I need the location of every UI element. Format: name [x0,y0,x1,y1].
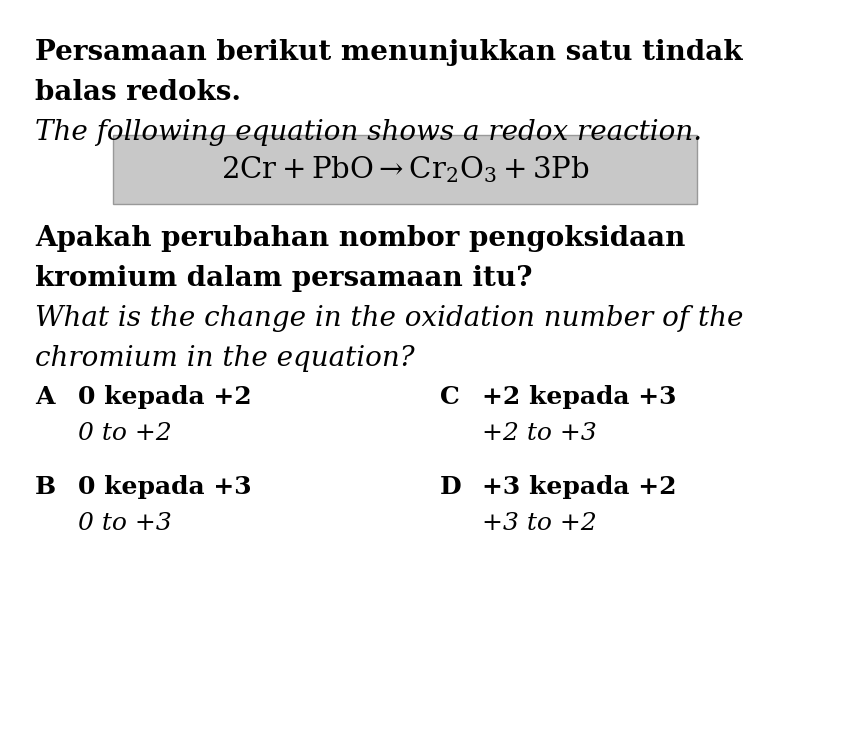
Text: balas redoks.: balas redoks. [35,79,241,106]
Text: Apakah perubahan nombor pengoksidaan: Apakah perubahan nombor pengoksidaan [35,225,685,252]
Text: B: B [35,475,56,499]
Text: Persamaan berikut menunjukkan satu tindak: Persamaan berikut menunjukkan satu tinda… [35,39,742,66]
Text: A: A [35,385,55,409]
Text: C: C [440,385,460,409]
Text: What is the change in the oxidation number of the: What is the change in the oxidation numb… [35,305,744,332]
Text: 0 to +2: 0 to +2 [78,422,172,445]
Text: +2 kepada +3: +2 kepada +3 [482,385,676,409]
Text: D: D [440,475,462,499]
Text: +2 to +3: +2 to +3 [482,422,596,445]
Text: chromium in the equation?: chromium in the equation? [35,345,415,372]
Text: kromium dalam persamaan itu?: kromium dalam persamaan itu? [35,265,532,292]
Text: 0 to +3: 0 to +3 [78,512,172,535]
Text: +3 to +2: +3 to +2 [482,512,596,535]
Text: $\mathregular{2Cr + PbO \rightarrow Cr_2O_3 + 3Pb}$: $\mathregular{2Cr + PbO \rightarrow Cr_2… [221,154,590,185]
Text: The following equation shows a redox reaction.: The following equation shows a redox rea… [35,119,702,146]
Text: 0 kepada +3: 0 kepada +3 [78,475,251,499]
Text: 0 kepada +2: 0 kepada +2 [78,385,251,409]
Text: +3 kepada +2: +3 kepada +2 [482,475,676,499]
FancyBboxPatch shape [113,135,697,204]
